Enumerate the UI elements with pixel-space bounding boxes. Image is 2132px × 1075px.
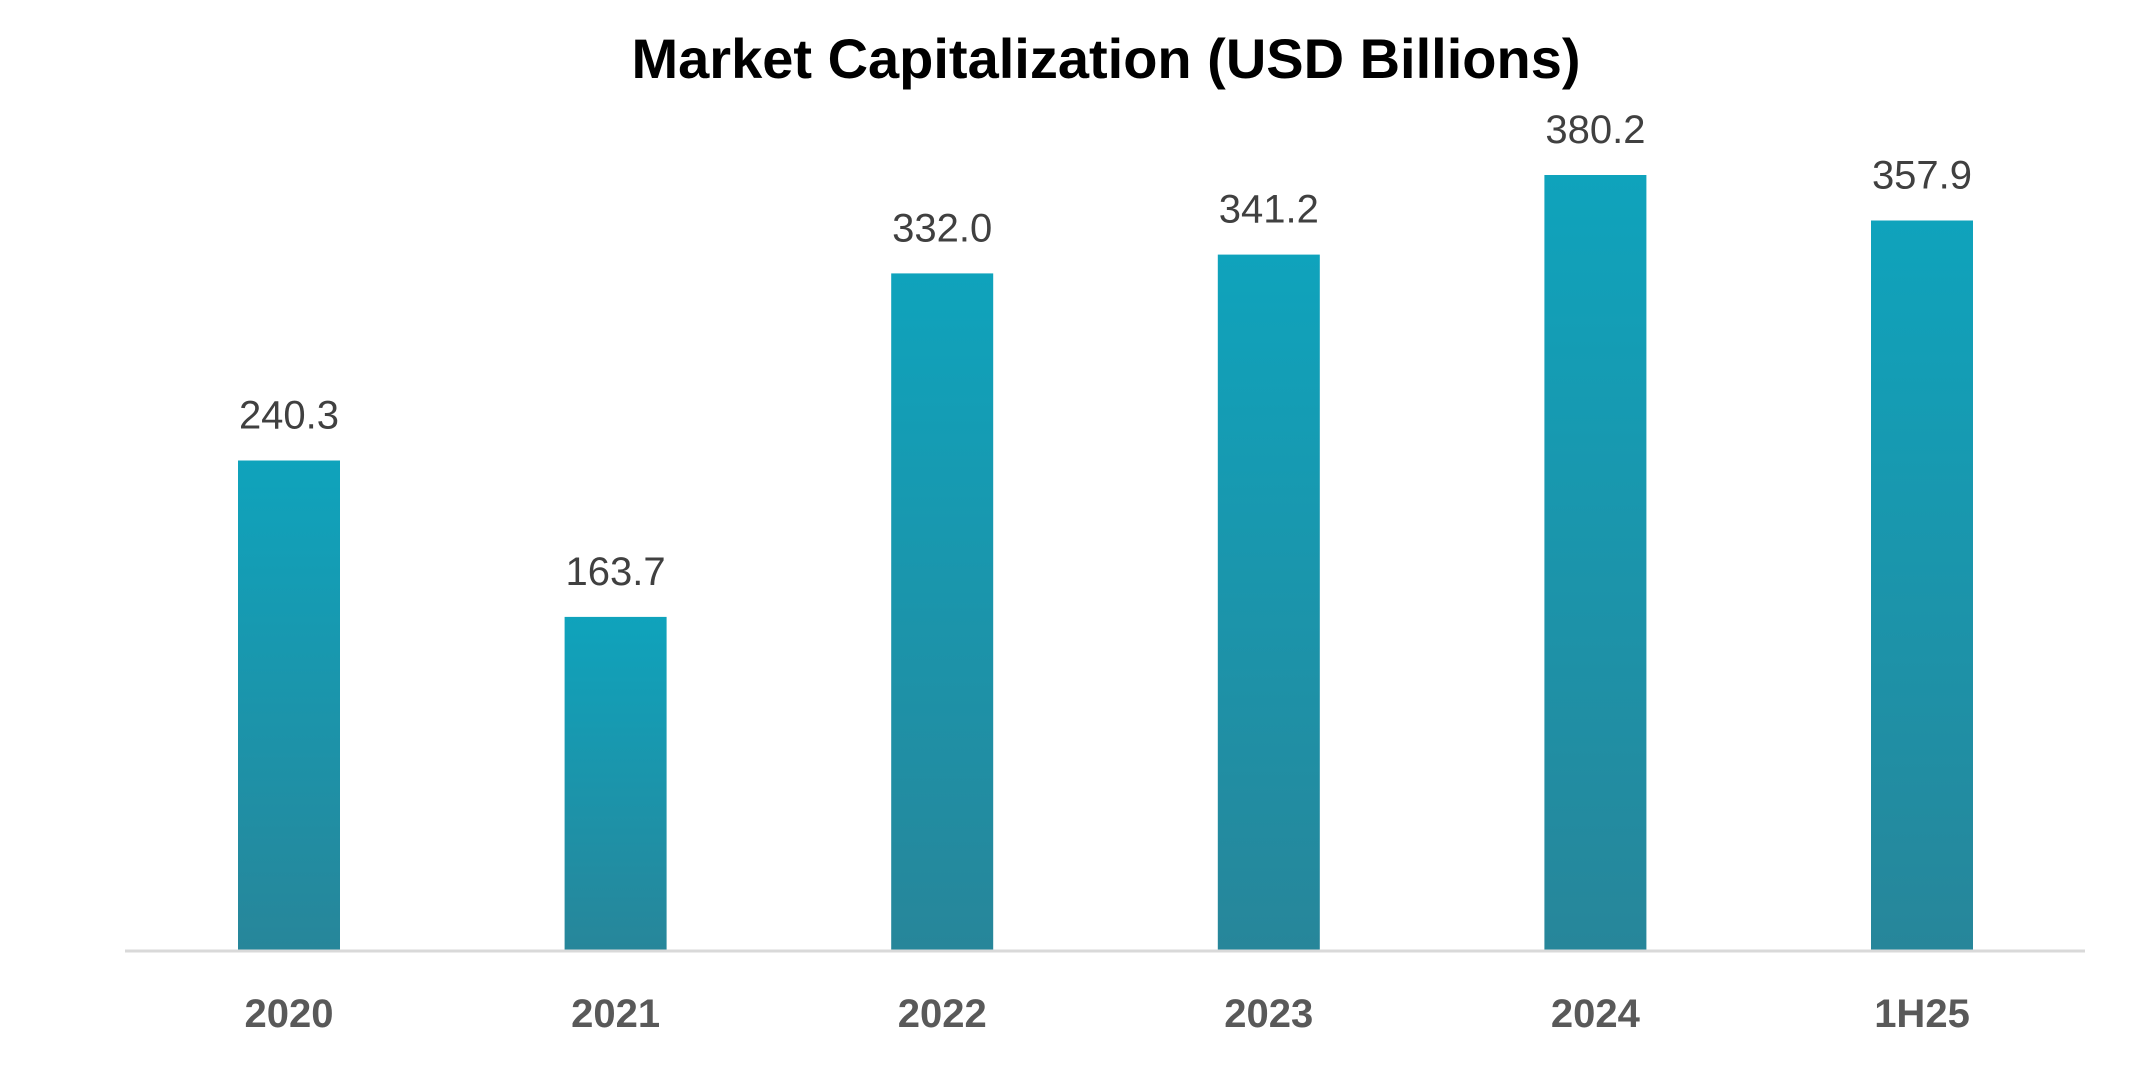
x-tick-label-2024: 2024 <box>1551 992 1641 1036</box>
x-tick-label-2023: 2023 <box>1224 992 1313 1036</box>
bar-2023 <box>1217 254 1320 952</box>
value-label-2022: 332.0 <box>892 206 992 250</box>
value-label-2023: 341.2 <box>1219 188 1319 232</box>
bar-1h25 <box>1871 220 1973 951</box>
x-tick-label-1h25: 1H25 <box>1874 992 1970 1036</box>
x-tick-label-2022: 2022 <box>898 992 987 1036</box>
bar-2022 <box>891 273 994 951</box>
value-label-2024: 380.2 <box>1545 108 1645 152</box>
x-tick-label-2021: 2021 <box>571 992 660 1036</box>
value-label-2021: 163.7 <box>566 550 666 594</box>
bar-2024 <box>1544 175 1647 951</box>
bar-2020 <box>238 460 340 951</box>
value-label-2020: 240.3 <box>239 394 339 438</box>
x-tick-labels-layer: 2020 2021 2022 2023 2024 1H25 <box>245 992 1970 1036</box>
value-label-1h25: 357.9 <box>1872 154 1972 198</box>
value-labels-layer: 240.3 163.7 332.0 341.2 380.2 357.9 <box>239 108 1972 594</box>
chart-title: Market Capitalization (USD Billions) <box>632 27 1581 90</box>
bar-2021 <box>564 616 667 951</box>
bars-layer <box>238 175 1973 952</box>
x-tick-label-2020: 2020 <box>245 992 334 1036</box>
